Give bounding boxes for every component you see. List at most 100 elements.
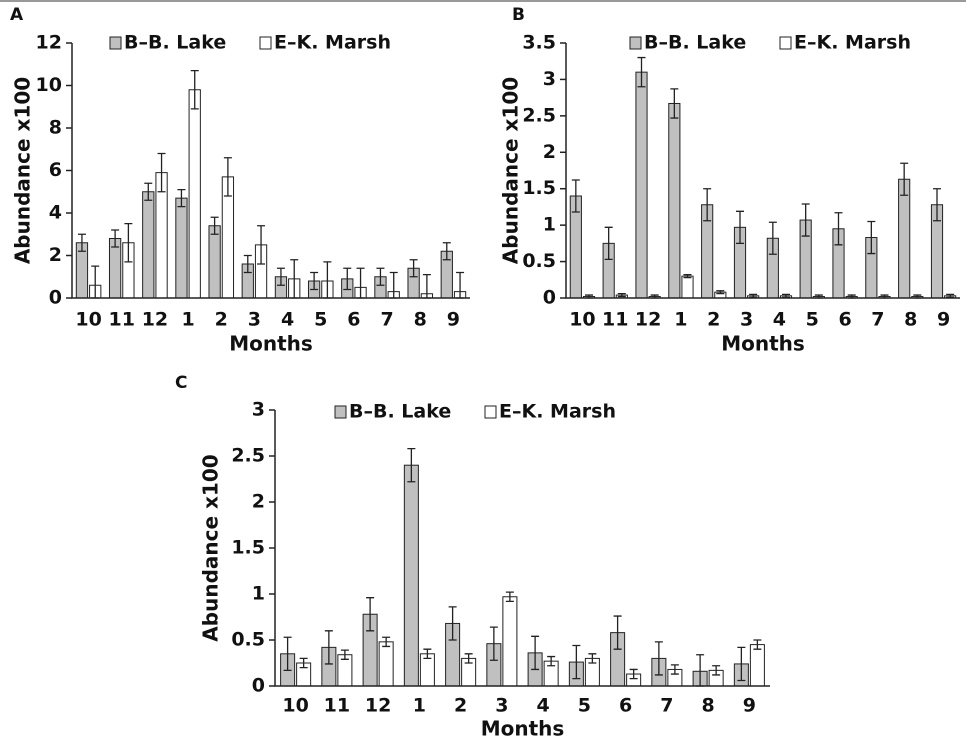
error-bar bbox=[712, 665, 721, 676]
x-tick-label: 11 bbox=[602, 309, 628, 331]
y-tick-label: 1 bbox=[543, 214, 556, 236]
error-bar bbox=[376, 267, 385, 286]
error-bar bbox=[670, 88, 679, 119]
error-bar bbox=[900, 162, 909, 196]
error-bar bbox=[505, 591, 514, 603]
y-tick-label: 10 bbox=[36, 74, 62, 96]
error-bar bbox=[703, 188, 712, 222]
error-bar bbox=[753, 639, 762, 650]
error-bar bbox=[737, 646, 746, 682]
y-tick-label: 0 bbox=[252, 675, 265, 697]
error-bar bbox=[801, 203, 810, 237]
error-bar bbox=[423, 648, 432, 660]
axes bbox=[71, 43, 470, 299]
error-bar bbox=[572, 644, 581, 680]
x-tick-label: 3 bbox=[248, 309, 261, 331]
y-tick-label: 0.5 bbox=[231, 629, 265, 651]
error-bar bbox=[588, 653, 597, 664]
error-bar bbox=[613, 615, 622, 650]
error-bar bbox=[223, 157, 232, 197]
x-tick-label: 3 bbox=[495, 695, 508, 717]
error-bar bbox=[366, 597, 375, 632]
error-bar bbox=[190, 69, 199, 110]
x-tick-label: 2 bbox=[707, 309, 720, 331]
legend-label: E–K. Marsh bbox=[794, 32, 911, 54]
error-bar bbox=[670, 664, 679, 675]
y-tick-label: 6 bbox=[49, 159, 62, 181]
error-bar bbox=[409, 259, 418, 278]
y-axis-label: Abundance x100 bbox=[199, 454, 223, 641]
x-tick-label: 6 bbox=[838, 309, 851, 331]
x-tick-label: 7 bbox=[871, 309, 884, 331]
error-bar bbox=[768, 221, 777, 255]
y-tick-label: 2.5 bbox=[522, 104, 556, 126]
x-tick-label: 6 bbox=[347, 309, 360, 331]
legend-swatch bbox=[259, 36, 272, 50]
error-bar bbox=[177, 188, 186, 208]
error-bar bbox=[340, 649, 349, 660]
error-bar bbox=[617, 292, 626, 298]
error-bar bbox=[144, 182, 153, 201]
error-bar bbox=[604, 226, 613, 261]
y-tick-label: 2 bbox=[252, 491, 265, 513]
error-bar bbox=[324, 630, 333, 665]
x-tick-label: 5 bbox=[806, 309, 819, 331]
x-tick-label: 11 bbox=[109, 309, 135, 331]
error-bar bbox=[77, 233, 86, 252]
x-tick-label: 9 bbox=[937, 309, 950, 331]
error-bar bbox=[448, 606, 457, 641]
x-tick-label: 5 bbox=[578, 695, 591, 717]
bar bbox=[635, 71, 648, 299]
bar bbox=[378, 641, 394, 687]
x-tick-label: 10 bbox=[75, 309, 101, 331]
x-tick-label: 4 bbox=[281, 309, 294, 331]
error-bar bbox=[243, 254, 252, 274]
x-axis-label: Months bbox=[229, 332, 313, 356]
y-axis-label: Abundance x100 bbox=[11, 77, 35, 264]
bar bbox=[175, 197, 188, 299]
x-tick-label: 10 bbox=[282, 695, 308, 717]
bar bbox=[208, 225, 221, 299]
x-tick-label: 1 bbox=[181, 309, 194, 331]
panel-label: A bbox=[10, 5, 24, 25]
legend-swatch bbox=[334, 405, 347, 419]
error-bar bbox=[654, 641, 663, 676]
y-tick-label: 0 bbox=[49, 287, 62, 309]
error-bar bbox=[571, 179, 580, 213]
error-bar bbox=[716, 290, 725, 295]
error-bar bbox=[276, 267, 285, 286]
bar bbox=[749, 644, 765, 687]
y-tick-label: 2 bbox=[49, 244, 62, 266]
x-tick-label: 1 bbox=[413, 695, 426, 717]
x-tick-label: 9 bbox=[447, 309, 460, 331]
bar bbox=[681, 275, 694, 299]
x-tick-label: 12 bbox=[635, 309, 661, 331]
error-bar bbox=[547, 655, 556, 667]
legend-label: B–B. Lake bbox=[349, 401, 451, 423]
x-tick-label: 6 bbox=[619, 695, 632, 717]
x-tick-label: 1 bbox=[674, 309, 687, 331]
x-axis-label: Months bbox=[721, 332, 805, 356]
x-tick-label: 10 bbox=[569, 309, 595, 331]
error-bar bbox=[867, 220, 876, 255]
y-tick-label: 0 bbox=[543, 287, 556, 309]
error-bar bbox=[489, 626, 498, 661]
legend-swatch bbox=[629, 36, 642, 50]
error-bar bbox=[736, 210, 745, 245]
y-tick-label: 1.5 bbox=[231, 537, 265, 559]
x-tick-label: 4 bbox=[537, 695, 550, 717]
x-axis-label: Months bbox=[481, 717, 565, 741]
bar bbox=[142, 191, 155, 299]
legend-label: E–K. Marsh bbox=[499, 401, 616, 423]
bar bbox=[898, 178, 911, 299]
error-bar bbox=[834, 212, 843, 246]
error-bar bbox=[299, 657, 308, 669]
error-bar bbox=[442, 242, 451, 261]
error-bar bbox=[283, 636, 292, 672]
y-axis-label: Abundance x100 bbox=[499, 77, 523, 264]
legend-label: B–B. Lake bbox=[124, 32, 226, 54]
x-tick-label: 2 bbox=[215, 309, 228, 331]
x-tick-label: 4 bbox=[773, 309, 786, 331]
error-bar bbox=[343, 267, 352, 291]
